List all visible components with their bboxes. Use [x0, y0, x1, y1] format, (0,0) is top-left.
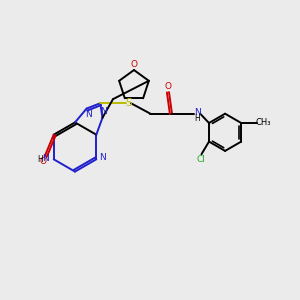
Text: N: N — [194, 108, 201, 117]
Text: Cl: Cl — [196, 155, 205, 164]
Text: O: O — [165, 82, 172, 91]
Text: N: N — [42, 154, 49, 163]
Text: CH₃: CH₃ — [256, 118, 271, 127]
Text: O: O — [40, 157, 47, 166]
Text: O: O — [130, 60, 137, 69]
Text: H: H — [194, 114, 200, 123]
Text: N: N — [100, 153, 106, 162]
Text: H: H — [37, 155, 43, 164]
Text: N: N — [85, 110, 92, 119]
Text: S: S — [125, 98, 132, 108]
Text: N: N — [100, 107, 106, 116]
